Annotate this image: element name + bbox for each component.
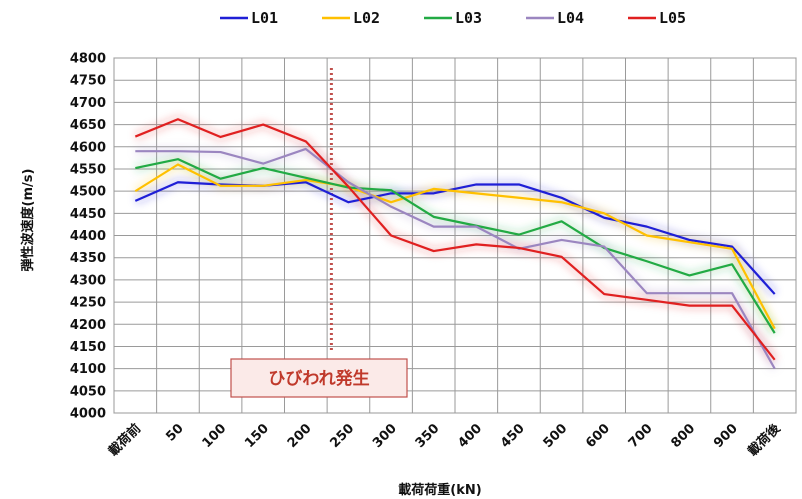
y-axis: 4000 4050 4100 4150 4200 4250 4300 4350 4400 4450…	[70, 52, 106, 422]
y-tick-label: 4050	[70, 384, 106, 399]
y-tick-label: 4600	[70, 140, 106, 155]
x-axis-title: 載荷荷重(kN)	[398, 482, 481, 498]
x-tick-label: 載荷後	[745, 420, 785, 460]
crack-label: ひびわれ発生	[268, 368, 369, 389]
x-tick-label: 900	[711, 421, 741, 451]
x-tick-label: 200	[285, 421, 315, 451]
series-line-l02	[134, 163, 776, 330]
y-tick-label: 4000	[70, 407, 106, 422]
x-tick-label: 250	[327, 421, 357, 451]
y-tick-label: 4200	[70, 318, 106, 333]
y-tick-label: 4250	[70, 296, 106, 311]
y-axis-title: 弾性波速度(m/s)	[20, 169, 36, 272]
x-tick-label: 50	[163, 421, 186, 444]
legend-label: L03	[455, 9, 482, 27]
series-line-l04	[135, 147, 776, 370]
series-line-l05	[134, 118, 776, 361]
series-lines	[134, 118, 776, 370]
y-tick-label: 4550	[70, 162, 106, 177]
x-tick-label: 100	[200, 421, 230, 451]
y-tick-label: 4800	[70, 52, 106, 67]
crack-label-box	[230, 358, 408, 398]
x-tick-label: 載荷前	[105, 421, 144, 460]
x-tick-label: 450	[498, 421, 528, 451]
y-tick-label: 4400	[70, 229, 106, 244]
x-tick-label: 500	[541, 421, 571, 451]
y-tick-label: 4500	[70, 185, 106, 200]
legend-label: L01	[251, 9, 278, 27]
legend-label: L02	[353, 9, 380, 27]
y-tick-label: 4750	[70, 74, 106, 89]
legend-label: L04	[557, 9, 584, 27]
series-line-l03	[135, 158, 776, 334]
crack-annotation: ひびわれ発生	[230, 68, 408, 398]
x-tick-label: 600	[583, 421, 613, 451]
y-tick-label: 4650	[70, 118, 106, 133]
x-tick-label: 700	[626, 421, 656, 451]
x-tick-label: 150	[242, 421, 272, 451]
y-tick-label: 4700	[70, 96, 106, 111]
y-tick-label: 4150	[70, 340, 106, 355]
x-tick-label: 350	[413, 421, 443, 451]
x-tick-label: 400	[455, 421, 485, 451]
y-tick-label: 4350	[70, 251, 106, 266]
y-tick-label: 4450	[70, 207, 106, 222]
y-tick-label: 4300	[70, 273, 106, 288]
x-tick-label: 300	[370, 421, 400, 451]
y-tick-label: 4100	[70, 362, 106, 377]
x-tick-label: 800	[668, 421, 698, 451]
legend-label: L05	[659, 9, 686, 27]
x-axis: 載荷前 50 100 150 200 250 300 350 400 450 500 600 700 80…	[105, 420, 784, 460]
legend: L01 L02 L03 L04 L05	[220, 9, 686, 27]
